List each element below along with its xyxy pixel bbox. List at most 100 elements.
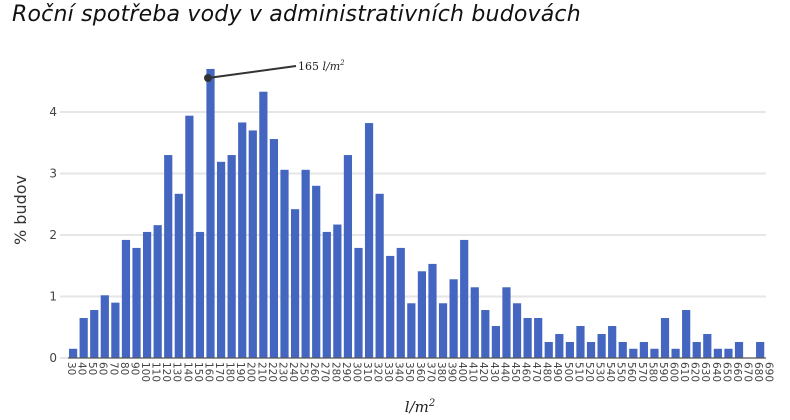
bar xyxy=(290,209,300,358)
bar xyxy=(629,348,638,358)
x-tick-label: 40 xyxy=(76,362,88,375)
gridlines xyxy=(60,111,766,359)
x-tick-label: 540 xyxy=(604,362,616,382)
bar xyxy=(153,225,162,358)
x-tick-label: 500 xyxy=(562,362,574,382)
bar xyxy=(460,239,469,358)
x-tick-label: 310 xyxy=(361,362,373,382)
bar xyxy=(90,310,99,358)
bar xyxy=(449,279,458,358)
x-tick-label: 380 xyxy=(435,362,447,382)
y-tick-label: 3 xyxy=(49,167,57,181)
bars xyxy=(69,68,765,358)
x-tick-label: 150 xyxy=(192,362,204,382)
x-tick-label: 220 xyxy=(266,362,278,382)
bar xyxy=(597,334,606,358)
y-tick-label: 1 xyxy=(49,290,57,304)
x-tick-label: 370 xyxy=(424,362,436,382)
bar xyxy=(534,318,543,358)
bar xyxy=(650,348,659,358)
bar xyxy=(301,169,310,358)
x-tick-label: 180 xyxy=(224,362,236,382)
x-tick-label: 530 xyxy=(594,362,606,382)
bar xyxy=(195,231,205,358)
bar xyxy=(618,342,627,358)
x-tick-label: 640 xyxy=(710,362,722,382)
bar xyxy=(69,348,78,358)
x-tick-label: 450 xyxy=(509,362,521,382)
chart-title: Roční spotřeba vody v administrativních … xyxy=(12,2,581,27)
x-tick-label: 120 xyxy=(160,362,172,382)
bar xyxy=(523,318,532,358)
x-tick-label: 590 xyxy=(657,362,669,382)
x-tick-label: 140 xyxy=(181,362,193,382)
x-tick-label: 510 xyxy=(572,362,584,382)
bar xyxy=(142,231,152,358)
x-tick-label: 170 xyxy=(213,362,225,382)
bar xyxy=(682,310,691,358)
bar xyxy=(608,326,617,358)
x-tick-label: 60 xyxy=(97,362,109,375)
bar xyxy=(248,130,257,358)
bar xyxy=(343,155,353,358)
x-tick-label: 340 xyxy=(393,362,405,382)
bar xyxy=(481,310,490,358)
bar xyxy=(269,139,279,358)
x-tick-label: 210 xyxy=(255,362,267,382)
x-tick-label: 470 xyxy=(530,362,542,382)
bar xyxy=(79,318,88,358)
bar xyxy=(407,303,416,358)
bar xyxy=(111,302,120,358)
x-tick-label: 600 xyxy=(667,362,679,382)
x-tick-label: 680 xyxy=(752,362,764,382)
bar xyxy=(280,169,289,358)
x-tick-label: 490 xyxy=(551,362,563,382)
x-tick-label: 50 xyxy=(86,362,98,375)
bar xyxy=(428,263,437,358)
annotation-leader-line xyxy=(207,65,297,79)
bar xyxy=(121,239,131,358)
x-tick-label: 100 xyxy=(139,362,151,382)
x-tick-label: 550 xyxy=(615,362,627,382)
bar xyxy=(164,155,173,358)
x-tick-label: 560 xyxy=(625,362,637,382)
x-tick-label: 240 xyxy=(287,362,299,382)
bar xyxy=(333,224,342,358)
x-tick-label: 520 xyxy=(583,362,595,382)
x-tick-label: 190 xyxy=(234,362,246,382)
x-tick-label: 320 xyxy=(372,362,384,382)
bar xyxy=(227,155,236,358)
bar xyxy=(216,161,226,358)
x-axis-ticks: 3040506070809010011012013014015016017018… xyxy=(65,362,775,382)
x-tick-label: 250 xyxy=(298,362,310,382)
x-tick-label: 610 xyxy=(678,362,690,382)
x-tick-label: 300 xyxy=(350,362,362,382)
bar xyxy=(565,342,574,358)
bar xyxy=(576,326,585,358)
x-tick-label: 330 xyxy=(382,362,394,382)
bar xyxy=(639,342,648,358)
bar xyxy=(238,122,247,358)
bar xyxy=(512,303,522,358)
bar xyxy=(491,326,500,358)
bar xyxy=(724,348,733,358)
bar xyxy=(132,247,141,358)
x-tick-label: 480 xyxy=(541,362,553,382)
bar xyxy=(470,287,479,358)
bar xyxy=(396,247,405,358)
y-tick-label: 2 xyxy=(49,228,57,242)
bar xyxy=(555,334,564,358)
y-tick-label: 0 xyxy=(49,351,57,365)
bar xyxy=(185,115,194,358)
x-tick-label: 200 xyxy=(245,362,257,382)
x-tick-label: 580 xyxy=(646,362,658,382)
x-tick-label: 410 xyxy=(467,362,479,382)
x-tick-label: 630 xyxy=(699,362,711,382)
x-tick-label: 70 xyxy=(107,362,119,375)
annotation-label: 165 l/m2 xyxy=(298,59,345,73)
x-tick-label: 670 xyxy=(741,362,753,382)
x-tick-label: 280 xyxy=(329,362,341,382)
y-tick-label: 4 xyxy=(49,105,57,119)
bar xyxy=(312,185,321,358)
